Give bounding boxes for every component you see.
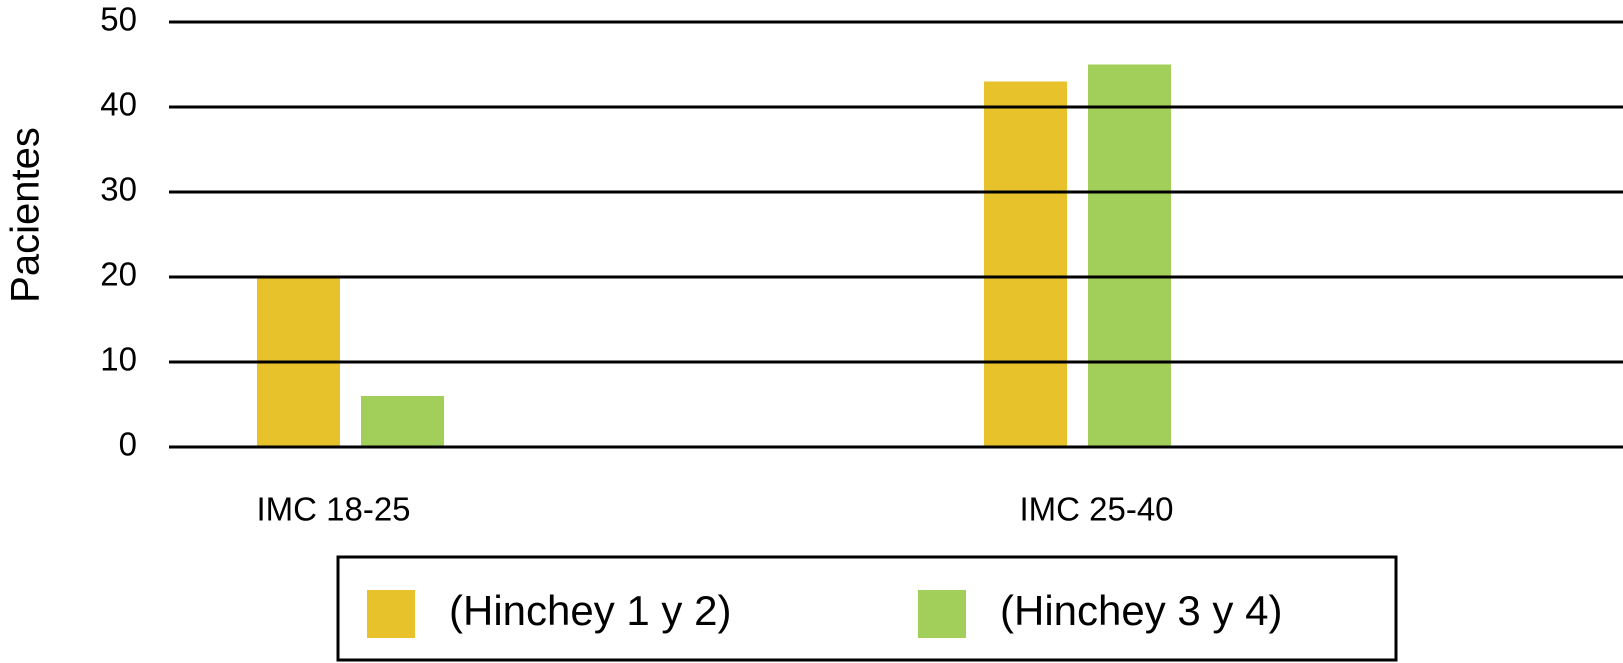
y-tick-label: 10 bbox=[100, 341, 137, 378]
y-tick-label: 20 bbox=[100, 256, 137, 293]
legend-box bbox=[336, 555, 1398, 662]
y-tick-label: 30 bbox=[100, 171, 137, 208]
x-tick-label: IMC 25-40 bbox=[1019, 491, 1173, 528]
bar bbox=[984, 81, 1067, 447]
bar bbox=[361, 396, 444, 447]
legend-swatch bbox=[918, 590, 966, 638]
legend-label: (Hinchey 1 y 2) bbox=[449, 587, 731, 634]
bar bbox=[1088, 64, 1171, 447]
x-tick-label: IMC 18-25 bbox=[256, 491, 410, 528]
y-axis-label: Pacientes bbox=[4, 127, 48, 303]
legend-swatch bbox=[367, 590, 415, 638]
y-tick-label: 0 bbox=[119, 426, 137, 463]
legend-label: (Hinchey 3 y 4) bbox=[1000, 587, 1282, 634]
y-tick-label: 50 bbox=[100, 1, 137, 38]
y-tick-label: 40 bbox=[100, 86, 137, 123]
